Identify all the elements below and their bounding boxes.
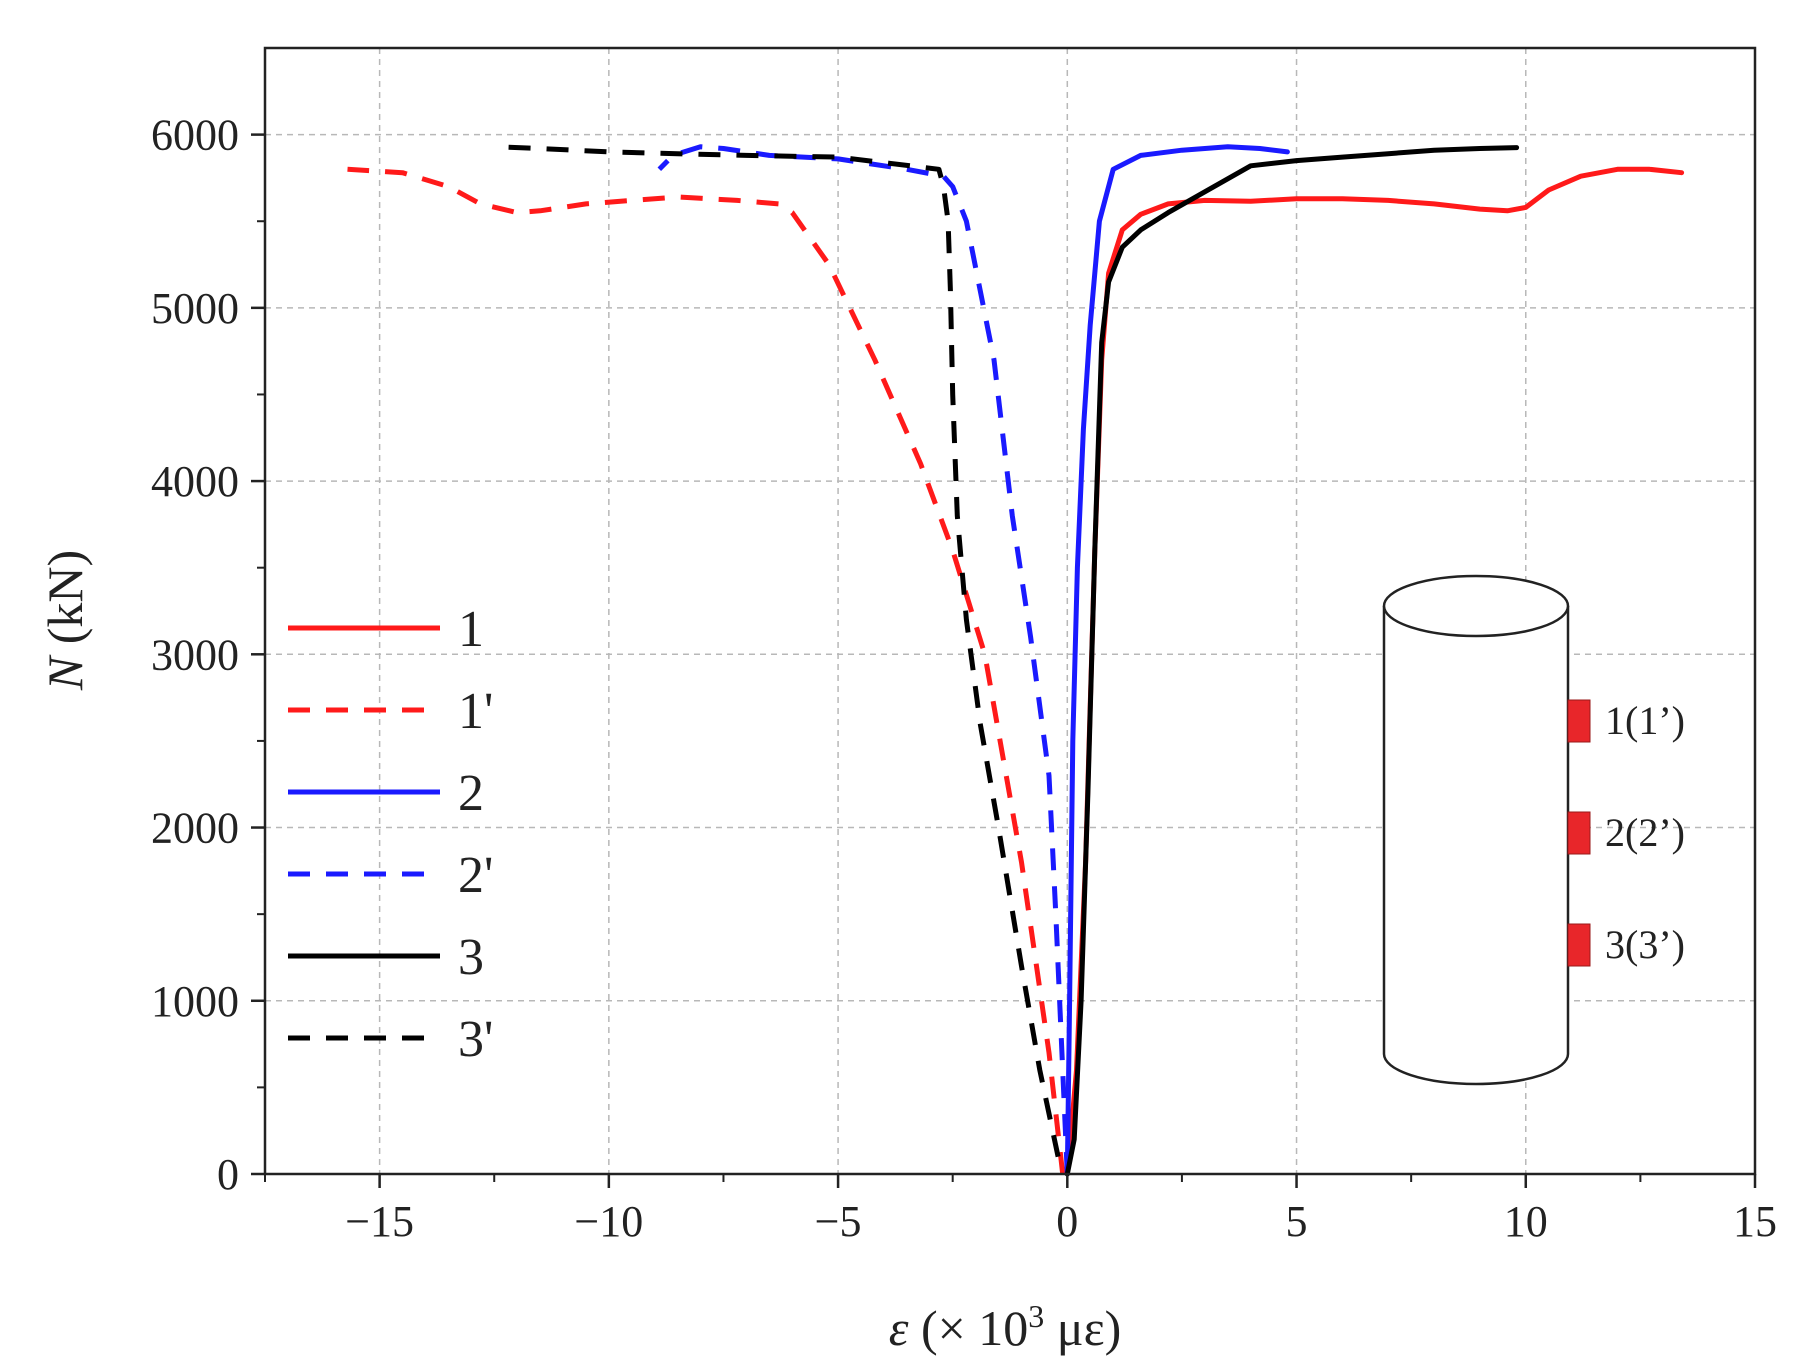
plot-frame xyxy=(263,46,1757,1176)
gauge-3 xyxy=(1567,923,1591,967)
gauge-1 xyxy=(1567,699,1591,743)
series-line-3prime xyxy=(494,144,1061,1158)
gauge-2-label: 2(2’) xyxy=(1605,810,1685,855)
y-tick-label: 6000 xyxy=(151,111,239,160)
y-tick-label: 1000 xyxy=(151,977,239,1026)
x-tick-label: −15 xyxy=(345,1197,414,1246)
x-axis-title: ε (× 103 με) xyxy=(889,1298,1122,1356)
legend-label: 2 xyxy=(458,765,484,822)
gauge-1-label: 1(1’) xyxy=(1605,698,1685,743)
x-tick-label: 15 xyxy=(1733,1197,1777,1246)
series-line-2 xyxy=(1064,144,1290,1177)
y-tick-label: 2000 xyxy=(151,804,239,853)
legend-label: 1' xyxy=(458,683,493,740)
series-line-2prime xyxy=(657,144,1070,1175)
cylinder-top xyxy=(1382,574,1570,638)
cylinder-body xyxy=(1382,606,1570,1086)
series-line-3 xyxy=(1064,145,1520,1177)
x-tick-label: 0 xyxy=(1056,1197,1078,1246)
series-layer xyxy=(347,144,1685,1177)
legend-label: 3' xyxy=(458,1011,493,1068)
y-tick-label: 4000 xyxy=(151,457,239,506)
y-tick-label: 3000 xyxy=(151,630,239,679)
x-tick-label: 10 xyxy=(1504,1197,1548,1246)
legend: 1 1' 2 2' 3 3' xyxy=(288,601,493,1068)
gauge-3-label: 3(3’) xyxy=(1605,922,1685,967)
axis-ticks: −15 −10 −5 0 5 10 15 0 1000 2000 3000 4000 5000 6000 xyxy=(151,111,1777,1246)
legend-label: 2' xyxy=(458,847,493,904)
y-tick-label: 0 xyxy=(217,1150,239,1199)
series-line-1prime xyxy=(347,166,1066,1175)
legend-label: 1 xyxy=(458,601,484,658)
legend-label: 3 xyxy=(458,929,484,986)
x-tick-label: 5 xyxy=(1286,1197,1308,1246)
y-axis-title: N (kN) xyxy=(37,550,93,691)
x-tick-label: −10 xyxy=(574,1197,643,1246)
gauge-2 xyxy=(1567,811,1591,855)
series-line-1 xyxy=(1064,166,1685,1177)
y-tick-label: 5000 xyxy=(151,284,239,333)
x-tick-label: −5 xyxy=(815,1197,862,1246)
specimen-diagram: 1(1’) 2(2’) 3(3’) xyxy=(1382,574,1685,1086)
